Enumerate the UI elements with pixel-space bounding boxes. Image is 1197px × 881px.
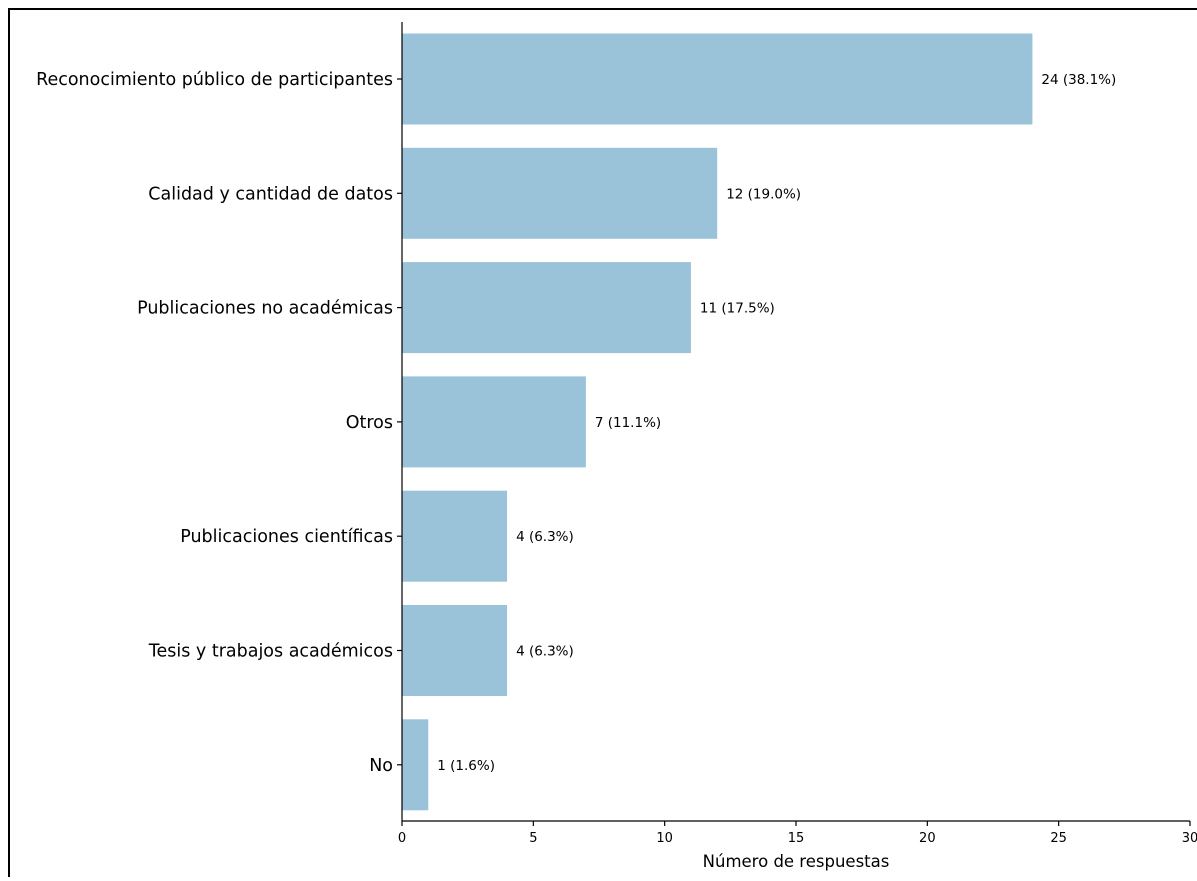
data-label: 1 (1.6%) <box>437 758 495 774</box>
x-tick-label: 30 <box>1182 831 1197 846</box>
data-label: 4 (6.3%) <box>516 529 574 545</box>
bar <box>402 147 718 239</box>
category-labels: Reconocimiento público de participantes C… <box>36 70 402 776</box>
bar <box>402 262 691 354</box>
bar <box>402 490 508 582</box>
bar <box>402 376 586 468</box>
data-label: 4 (6.3%) <box>516 644 574 660</box>
x-tick-label: 10 <box>656 831 673 846</box>
data-label: 11 (17.5%) <box>700 301 775 317</box>
x-tick-label: 20 <box>919 831 936 846</box>
category-label: No <box>369 756 393 776</box>
category-label: Tesis y trabajos académicos <box>148 642 393 662</box>
bar <box>402 719 429 811</box>
bar <box>402 33 1033 125</box>
x-tick-label: 5 <box>529 831 537 846</box>
bars-layer <box>402 33 1033 811</box>
data-label: 12 (19.0%) <box>726 186 801 202</box>
x-tick-label: 0 <box>398 831 406 846</box>
x-axis-title: Número de respuestas <box>703 852 890 871</box>
x-tick-label: 25 <box>1050 831 1067 846</box>
x-tick-label: 15 <box>788 831 805 846</box>
x-axis-ticks: 0 5 10 15 20 25 30 <box>398 821 1197 846</box>
category-label: Publicaciones no académicas <box>137 299 393 319</box>
data-labels: 24 (38.1%) 12 (19.0%) 11 (17.5%) 7 (11.1%) 4… <box>437 72 1116 774</box>
category-label: Publicaciones científicas <box>180 527 393 547</box>
category-label: Calidad y cantidad de datos <box>148 184 393 204</box>
category-label: Reconocimiento público de participantes <box>36 70 393 90</box>
category-label: Otros <box>346 413 393 433</box>
data-label: 7 (11.1%) <box>595 415 661 431</box>
data-label: 24 (38.1%) <box>1041 72 1116 88</box>
bar <box>402 605 508 696</box>
